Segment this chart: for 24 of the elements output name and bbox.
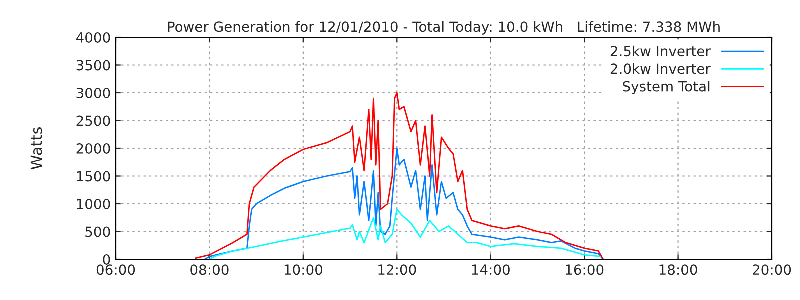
y-tick-label: 1500	[77, 171, 110, 182]
y-tick-label: 500	[86, 226, 110, 238]
y-tick-label: 4000	[76, 32, 110, 43]
y-tick-label: 3000	[76, 88, 110, 98]
x-tick-label: 14:00	[472, 264, 510, 276]
x-tick-label: 20:00	[753, 264, 792, 276]
legend-label: 2.5kw Inverter	[610, 46, 711, 57]
x-tick-label: 06:00	[96, 264, 136, 276]
y-tick-label: 0	[103, 254, 110, 265]
x-tick-label: 08:00	[190, 264, 229, 276]
y-axis-title: Watts	[30, 128, 42, 170]
y-tick-label: 1000	[77, 198, 110, 210]
y-tick-label: 3500	[76, 60, 110, 71]
y-tick-label: 2000	[76, 143, 110, 154]
legend-label: 2.0kw Inverter	[610, 63, 711, 74]
x-tick-label: 18:00	[660, 264, 698, 276]
x-tick-label: 10:00	[284, 264, 323, 276]
x-tick-label: 12:00	[378, 264, 416, 276]
line-series	[209, 208, 604, 260]
legend-label: System Total	[623, 81, 710, 94]
y-tick-label: 2500	[76, 116, 110, 126]
chart-title: Power Generation for 12/01/2010 - Total Today: 10.0 kWh Lifetime: 7.338 MWh	[168, 21, 720, 35]
x-tick-label: 16:00	[566, 264, 604, 276]
line-series	[194, 92, 604, 260]
